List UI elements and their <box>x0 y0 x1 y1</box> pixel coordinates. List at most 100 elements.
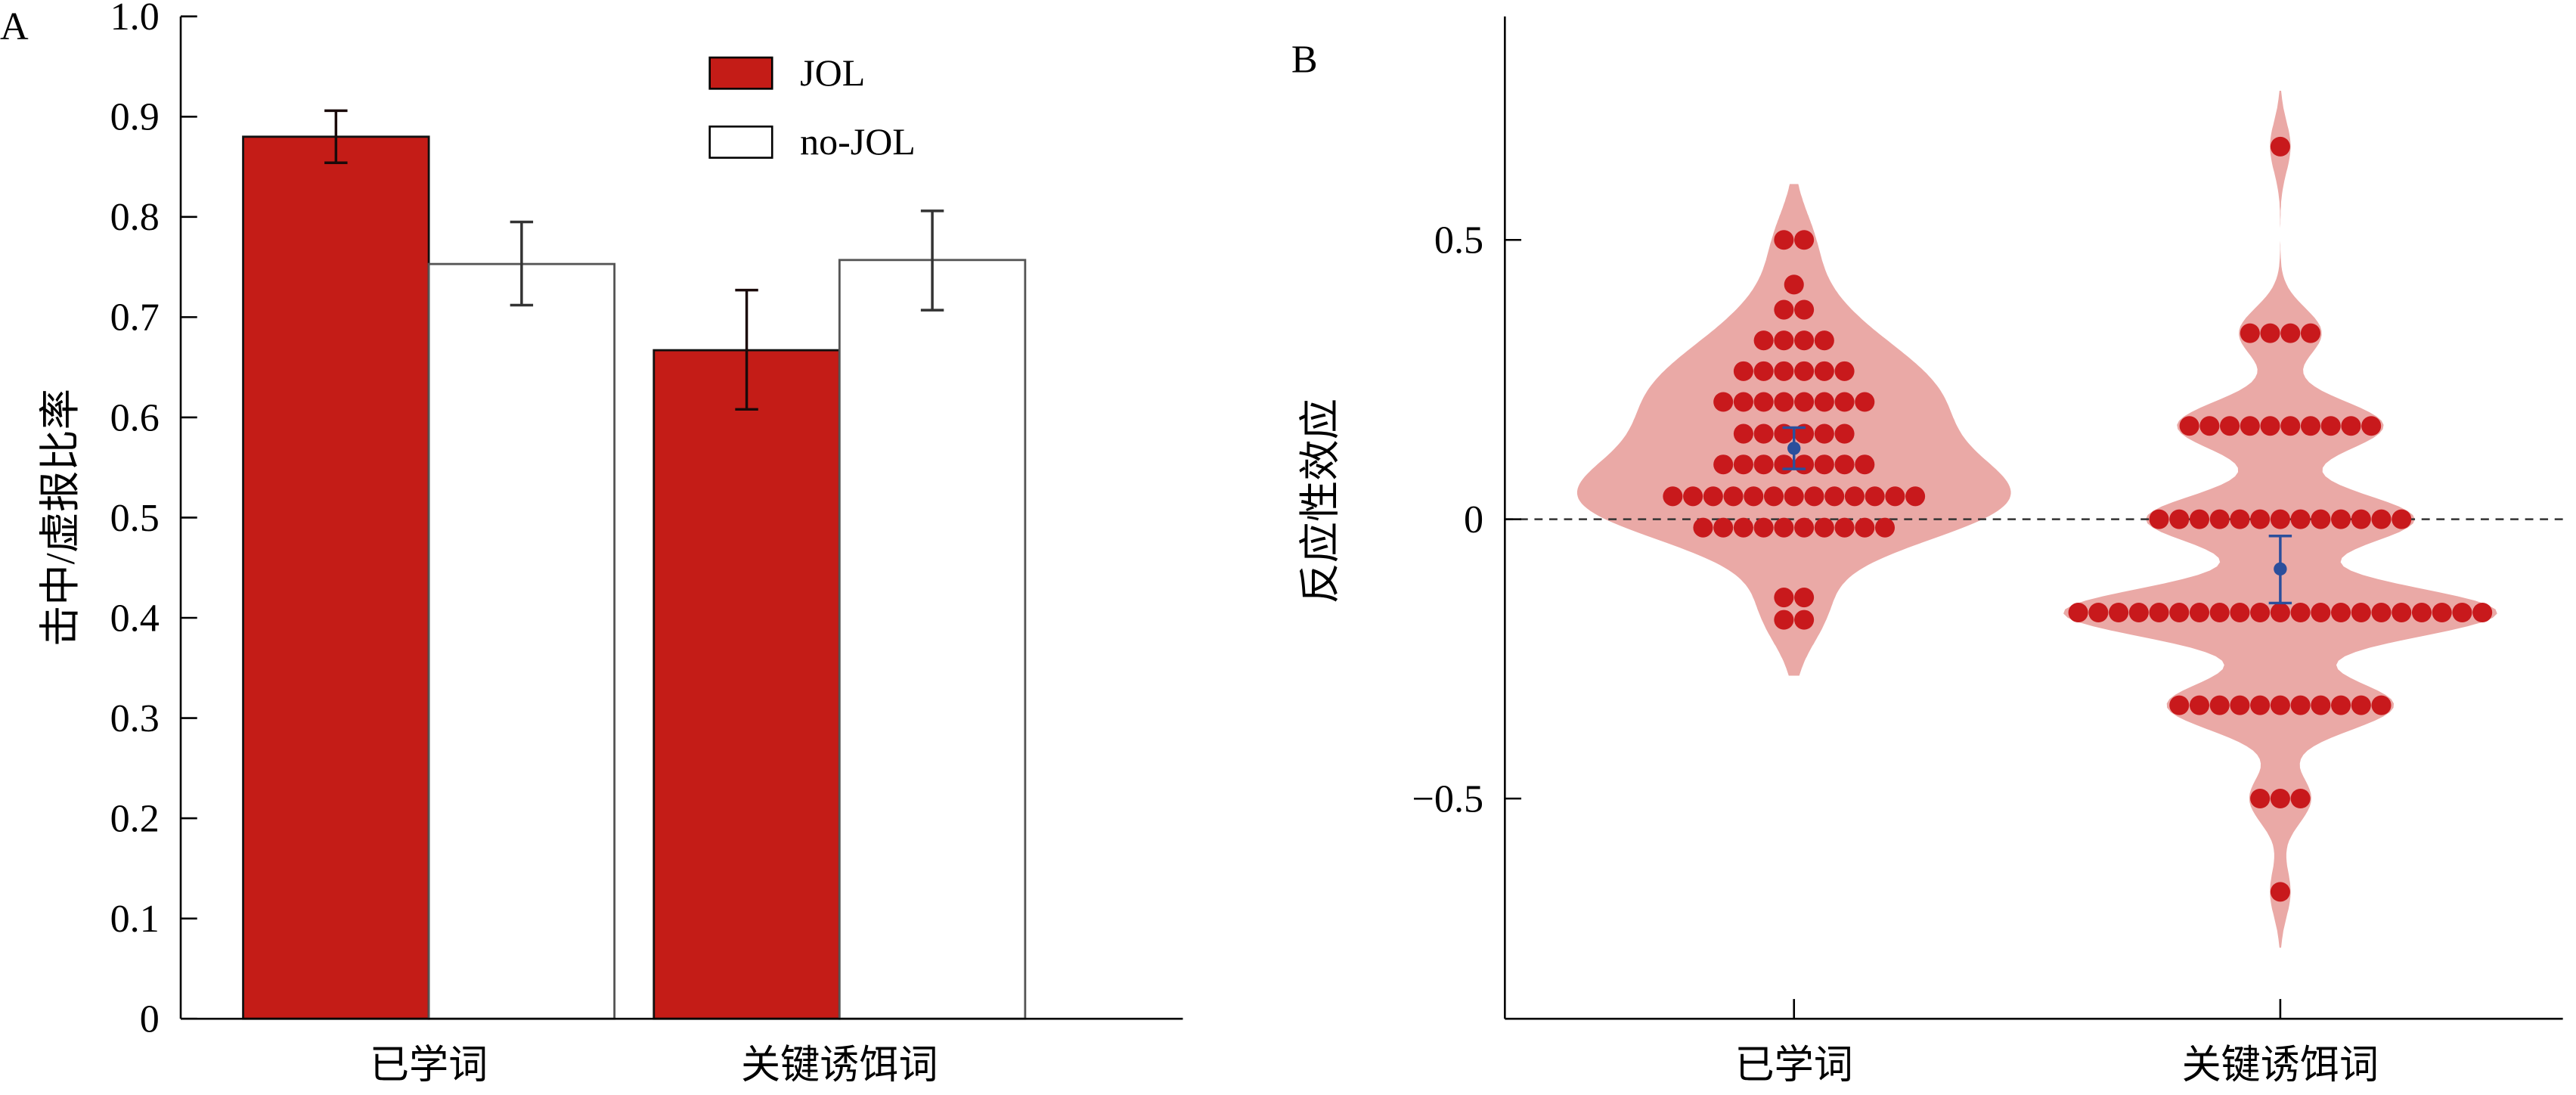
bar-no-jol-0 <box>427 262 616 1020</box>
data-point <box>1844 486 1865 507</box>
data-point <box>1855 392 1875 412</box>
data-point <box>1814 454 1834 475</box>
data-point <box>1814 517 1834 538</box>
error-bar <box>920 209 944 312</box>
data-point <box>1784 486 1804 507</box>
data-point <box>2290 788 2311 809</box>
data-point <box>2270 509 2290 529</box>
panel-a-y-tick-label: 0.6 <box>110 396 160 439</box>
data-point <box>1774 610 1794 630</box>
error-bar <box>510 220 534 307</box>
data-point <box>2240 416 2260 436</box>
data-point <box>2230 509 2250 529</box>
data-point <box>1733 361 1753 381</box>
data-point <box>2209 509 2230 529</box>
legend-swatch-no-jol <box>708 126 773 159</box>
data-point <box>1753 361 1774 381</box>
panel-a-category-label: 关键诱饵词 <box>741 1044 938 1087</box>
legend-label-no-jol: no-JOL <box>800 120 916 163</box>
data-point <box>2250 788 2271 809</box>
data-point <box>2392 509 2412 529</box>
panel-a-y-tick-label: 0.2 <box>110 797 160 840</box>
data-point <box>2331 602 2351 623</box>
data-point <box>2209 602 2230 623</box>
panel-a-y-tick-label: 0.3 <box>110 697 160 740</box>
error-bar <box>324 109 348 164</box>
data-point <box>2290 695 2311 715</box>
data-point <box>1784 275 1804 295</box>
data-point <box>2189 602 2210 623</box>
data-point <box>2351 509 2371 529</box>
bar-jol-1 <box>653 349 841 1020</box>
data-point <box>2280 323 2301 343</box>
data-point <box>1794 517 1815 538</box>
legend-label-jol: JOL <box>800 51 865 94</box>
panel-a-y-axis-label: 击中/虚报比率 <box>38 389 83 647</box>
data-point <box>1794 588 1815 608</box>
data-point <box>2270 695 2290 715</box>
panel-a-y-tick-label: 0.8 <box>110 196 160 239</box>
data-point <box>2230 695 2250 715</box>
panel-b-category-label: 已学词 <box>1735 1044 1853 1087</box>
data-point <box>2199 416 2220 436</box>
panel-a-y-tick-label: 1.0 <box>110 0 160 39</box>
data-point <box>2320 416 2341 436</box>
data-point <box>2209 695 2230 715</box>
data-point <box>1824 486 1845 507</box>
data-point <box>1774 392 1794 412</box>
panel-a-y-tick-label: 0 <box>140 998 160 1041</box>
data-point <box>1794 454 1815 475</box>
data-point <box>1663 486 1683 507</box>
data-point <box>2189 695 2210 715</box>
data-point <box>1723 486 1744 507</box>
data-point <box>2270 602 2290 623</box>
panel-a-y-tick-label: 0.9 <box>110 96 160 139</box>
data-point <box>1774 330 1794 351</box>
mean-point <box>2274 562 2287 576</box>
data-point <box>1834 392 1855 412</box>
legend-swatch-jol <box>708 56 773 90</box>
data-point <box>1774 454 1794 475</box>
data-point <box>1733 517 1753 538</box>
data-point <box>1885 486 1905 507</box>
data-point <box>2371 509 2392 529</box>
data-point <box>1733 454 1753 475</box>
data-point <box>2250 602 2271 623</box>
data-point <box>2189 509 2210 529</box>
data-point <box>2351 695 2371 715</box>
panel-a-y-tick-label: 0.4 <box>110 597 160 640</box>
data-point <box>2290 602 2311 623</box>
data-point <box>2411 602 2432 623</box>
data-point <box>2250 695 2271 715</box>
panel-a-category-label: 已学词 <box>370 1044 488 1087</box>
data-point <box>2331 509 2351 529</box>
data-point <box>1794 299 1815 320</box>
data-point <box>2169 509 2190 529</box>
data-point <box>1834 423 1855 444</box>
bar-jol-0 <box>242 135 430 1020</box>
data-point <box>2371 695 2392 715</box>
panel-b-y-tick-label: −0.5 <box>1412 777 1484 820</box>
data-point <box>1774 299 1794 320</box>
data-point <box>1713 392 1734 412</box>
data-point <box>2260 323 2280 343</box>
error-bar <box>735 288 758 411</box>
data-point <box>2472 602 2493 623</box>
mean-ci-0 <box>1782 426 1806 470</box>
panel-a-y-tick-label: 0.7 <box>110 296 160 340</box>
data-point <box>2371 602 2392 623</box>
panel-b-y-tick-label: 0.5 <box>1434 219 1483 262</box>
data-point <box>2169 695 2190 715</box>
data-point <box>1865 486 1885 507</box>
data-point <box>2240 323 2260 343</box>
data-point <box>2311 509 2331 529</box>
panel-b-y-tick-label: 0 <box>1464 498 1483 541</box>
data-point <box>1794 330 1815 351</box>
data-point <box>2341 416 2361 436</box>
data-point <box>1703 486 1723 507</box>
data-point <box>1874 517 1896 538</box>
data-point <box>1834 454 1855 475</box>
data-point <box>2311 695 2331 715</box>
panel-b-category-label: 关键诱饵词 <box>2182 1044 2379 1087</box>
